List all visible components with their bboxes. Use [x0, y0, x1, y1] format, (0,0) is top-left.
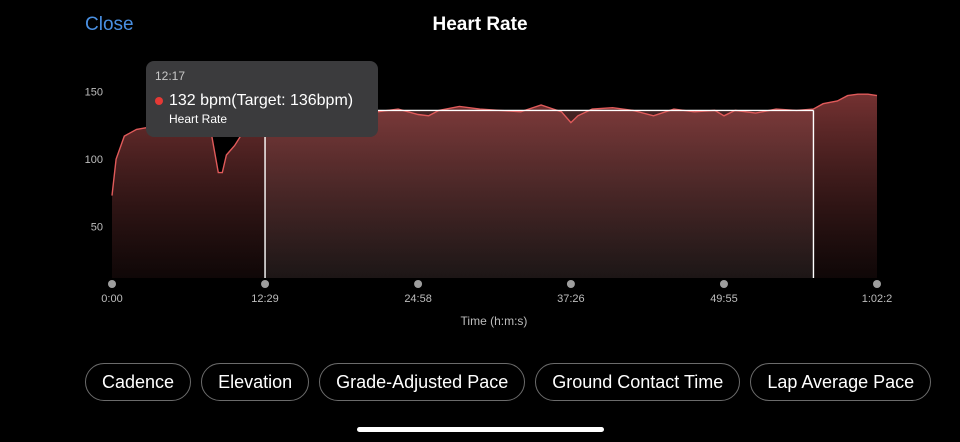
- page-title: Heart Rate: [432, 14, 528, 35]
- x-tick-label: 49:55: [710, 293, 738, 305]
- tooltip-time: 12:17: [155, 69, 186, 83]
- tooltip-series-name: Heart Rate: [169, 112, 228, 126]
- x-tick-dot: [261, 280, 270, 288]
- y-tick-label: 50: [91, 222, 103, 234]
- chip-elevation[interactable]: Elevation: [201, 363, 310, 401]
- x-tick-label: 24:58: [404, 293, 432, 305]
- close-button[interactable]: Close: [85, 14, 134, 35]
- chip-grade-adjusted-pace[interactable]: Grade-Adjusted Pace: [319, 363, 526, 401]
- home-indicator[interactable]: [357, 427, 604, 432]
- series-dot-icon: [155, 97, 163, 105]
- x-tick-label: 0:00: [101, 293, 122, 305]
- y-tick-label: 150: [85, 87, 103, 99]
- y-tick-label: 100: [85, 154, 103, 166]
- metric-chip-bar: Cadence Elevation Grade-Adjusted Pace Gr…: [85, 363, 932, 401]
- x-tick-label: 37:26: [557, 293, 585, 305]
- chip-ground-contact-time[interactable]: Ground Contact Time: [535, 363, 741, 401]
- chart-tooltip: 12:17 132 bpm(Target: 136bpm) Heart Rate: [146, 61, 378, 137]
- x-tick-dot: [566, 280, 575, 288]
- x-tick-dot: [108, 280, 116, 288]
- tooltip-value: 132 bpm(Target: 136bpm): [169, 92, 354, 109]
- x-tick-label: 1:02:2: [862, 293, 893, 305]
- selected-range: [265, 110, 814, 278]
- x-tick-dot: [414, 280, 423, 288]
- x-tick-dot: [873, 280, 881, 288]
- x-tick-dot: [719, 280, 728, 288]
- chip-lap-average-pace[interactable]: Lap Average Pace: [750, 363, 932, 401]
- x-tick-label: 12:29: [251, 293, 279, 305]
- x-axis-title: Time (h:m:s): [461, 314, 528, 328]
- chip-cadence[interactable]: Cadence: [85, 363, 192, 401]
